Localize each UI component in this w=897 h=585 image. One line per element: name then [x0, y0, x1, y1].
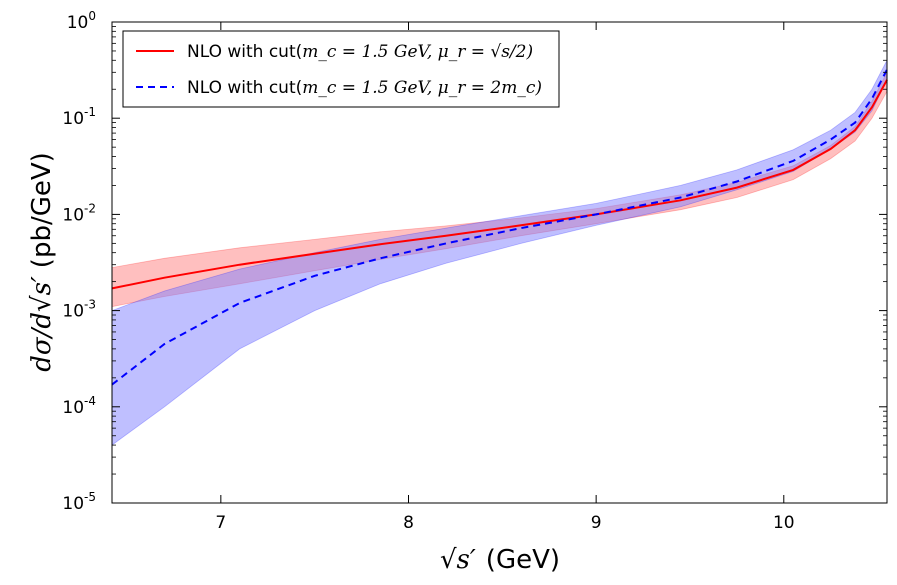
y-tick-exponent: -4 [84, 394, 96, 408]
legend-entry-2-math: m_c = 1.5 GeV, μ_r = 2m_c) [302, 78, 542, 98]
legend: NLO with cut(m_c = 1.5 GeV, μ_r = √s/2) … [122, 30, 560, 108]
y-tick-label: 10-2 [62, 201, 96, 225]
legend-entry-1-math: m_c = 1.5 GeV, μ_r = √s/2) [302, 42, 533, 62]
y-tick-label: 10-1 [62, 105, 96, 129]
line-series-2 [111, 69, 888, 386]
y-tick-exponent: 0 [88, 9, 96, 23]
y-tick-exponent: -2 [84, 201, 96, 215]
x-tick-label: 7 [215, 513, 226, 533]
y-tick-label: 100 [67, 9, 96, 33]
x-tick-label: 10 [773, 513, 795, 533]
y-axis-label-unit: (pb/GeV) [27, 152, 57, 268]
y-tick-exponent: -1 [84, 105, 96, 119]
x-axis-label-var: s′ [457, 545, 476, 575]
x-axis-ticks: 7 8 9 10 [215, 22, 795, 533]
series-lines [111, 69, 888, 386]
y-tick-exponent: -5 [84, 490, 96, 504]
legend-entry-2: NLO with cut(m_c = 1.5 GeV, μ_r = 2m_c) [187, 78, 542, 98]
uncertainty-bands [111, 60, 888, 446]
x-axis-label-prefix: √ [440, 545, 457, 575]
y-tick-label: 10-5 [62, 490, 96, 514]
y-tick-label: 10-4 [62, 394, 96, 418]
x-tick-label: 8 [403, 513, 414, 533]
legend-box [122, 30, 560, 108]
y-tick-label: 10-3 [62, 298, 96, 322]
x-axis-label-unit: (GeV) [486, 545, 560, 575]
plot-frame [111, 21, 888, 504]
legend-entry-1: NLO with cut(m_c = 1.5 GeV, μ_r = √s/2) [187, 42, 533, 62]
x-tick-label: 9 [591, 513, 602, 533]
legend-entry-1-prefix: NLO with cut( [187, 42, 302, 62]
x-axis-label: √s′ (GeV) [440, 545, 560, 575]
y-axis-label-var: dσ/d√s′ [27, 276, 57, 372]
legend-entry-2-prefix: NLO with cut( [187, 78, 302, 98]
y-axis-label: dσ/d√s′ (pb/GeV) [27, 152, 57, 372]
y-tick-exponent: -3 [84, 298, 96, 312]
